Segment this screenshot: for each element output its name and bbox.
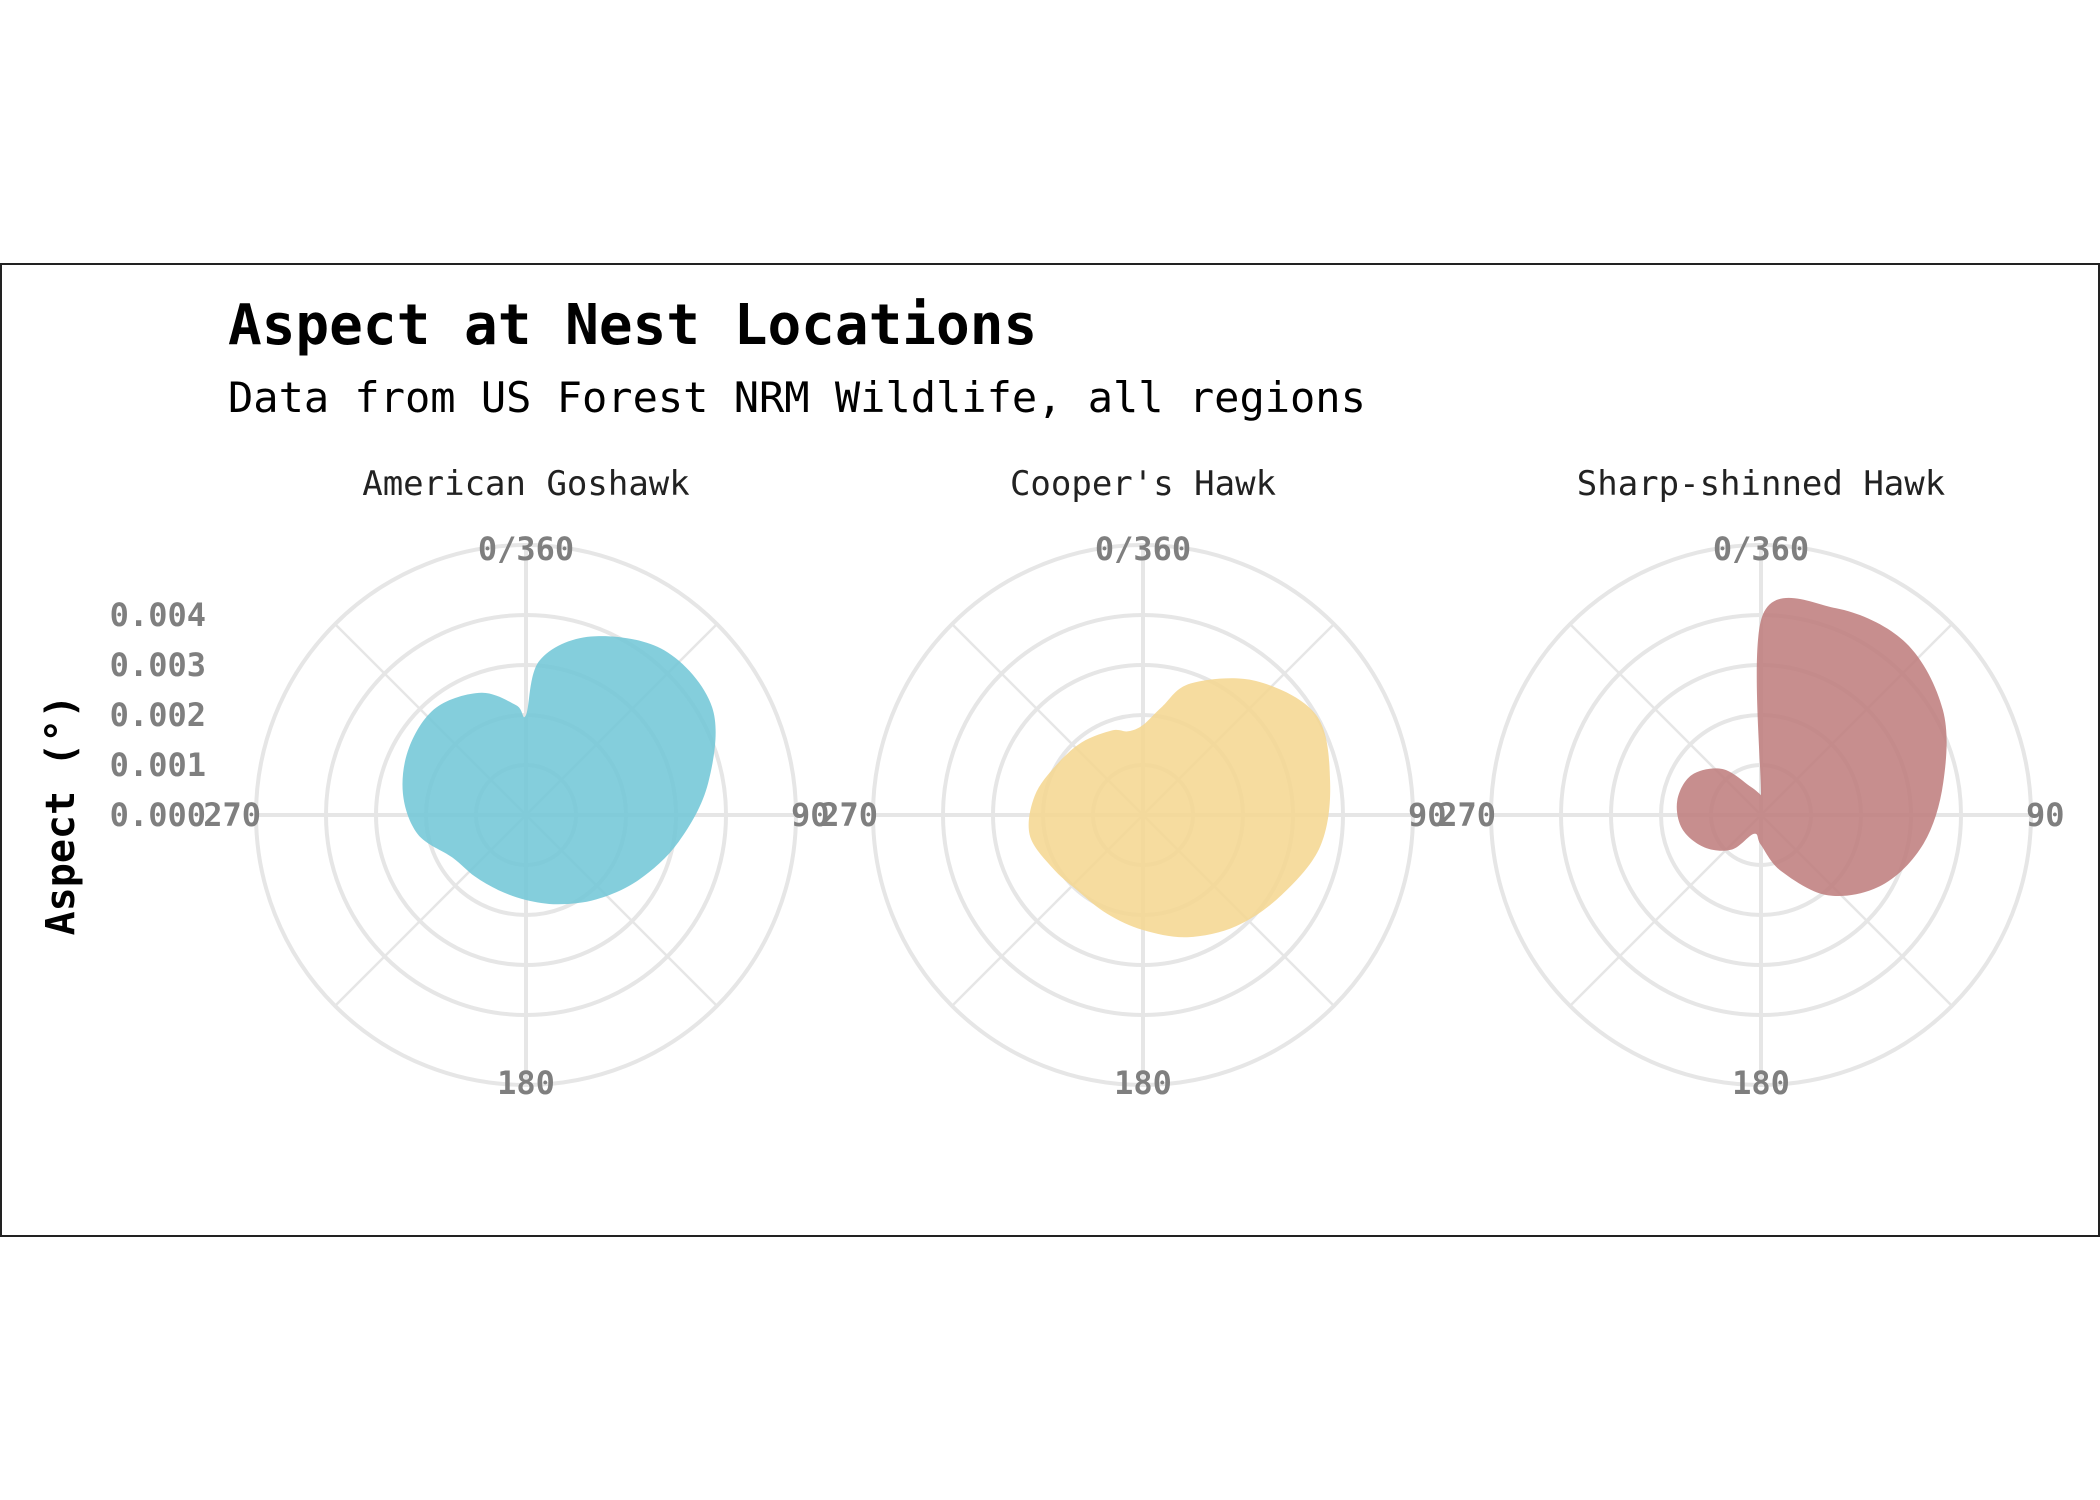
r-tick-label: 0.001 [110,746,206,784]
plot-frame [0,263,2100,1237]
y-axis-label: Aspect (°) [38,695,84,936]
r-axis-ticks: 0.000 0.001 0.002 0.003 0.004 [110,596,206,834]
facet-panel: Cooper's Hawk 0/360 90 180 270 [820,464,1446,1102]
facet-label: Cooper's Hawk [1010,464,1276,504]
theta-tick-label: 90 [1408,796,1447,834]
theta-tick-label: 0/360 [478,530,574,568]
theta-tick-label: 270 [203,796,261,834]
r-tick-label: 0.004 [110,596,206,634]
theta-tick-label: 180 [1114,1064,1172,1102]
chart-subtitle: Data from US Forest NRM Wildlife, all re… [228,373,1366,422]
chart-title: Aspect at Nest Locations [228,293,1037,358]
facet-panel: Sharp-shinned Hawk 0/360 90 180 270 [1438,464,2064,1102]
theta-tick-label: 180 [1732,1064,1790,1102]
theta-tick-label: 0/360 [1095,530,1191,568]
r-tick-label: 0.000 [110,796,206,834]
density-area [402,636,716,905]
theta-tick-label: 90 [791,796,830,834]
theta-tick-label: 270 [1438,796,1496,834]
facet-label: Sharp-shinned Hawk [1577,464,1945,504]
density-area [1676,597,1947,897]
theta-tick-label: 0/360 [1713,530,1809,568]
theta-tick-label: 270 [820,796,878,834]
facet-panel: American Goshawk 0/360 90 180 270 [203,464,829,1102]
theta-tick-label: 90 [2026,796,2065,834]
r-tick-label: 0.003 [110,646,206,684]
density-area [1028,678,1331,938]
theta-tick-label: 180 [497,1064,555,1102]
facet-label: American Goshawk [362,464,690,504]
r-tick-label: 0.002 [110,696,206,734]
